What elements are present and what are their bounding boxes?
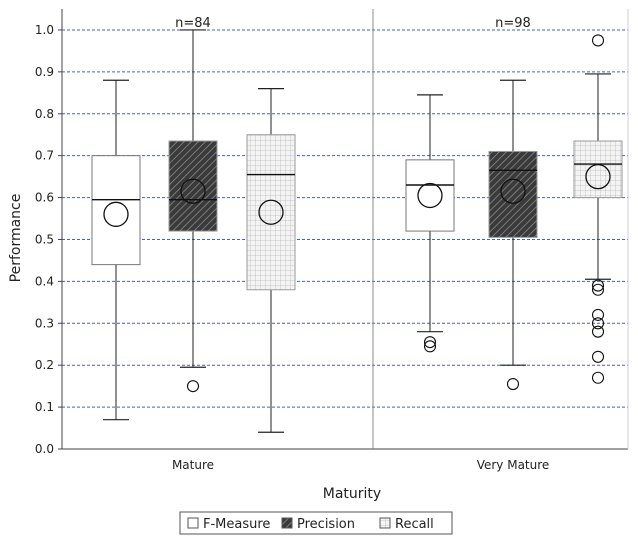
legend-label: Precision: [297, 517, 355, 532]
legend-swatch: [187, 517, 199, 529]
box-f-measure: [405, 94, 455, 353]
mean-marker: [258, 199, 284, 225]
x-category-label: Very Mature: [477, 458, 550, 472]
box-f-measure: [91, 79, 141, 421]
gridlines: [62, 29, 628, 408]
y-tick-label: 0.8: [35, 107, 54, 121]
legend-label: Recall: [395, 517, 434, 532]
box-series: [91, 29, 623, 433]
y-tick-label: 0.7: [35, 149, 54, 163]
outlier-point: [591, 325, 605, 338]
legend: F-Measure Precision Recall: [179, 511, 453, 535]
y-tick-label: 0.1: [35, 400, 54, 414]
mean-marker: [500, 178, 526, 204]
y-tick-label: 0.6: [35, 191, 54, 205]
outlier-point: [591, 350, 605, 363]
box-recall: [246, 88, 296, 433]
box-precision: [488, 79, 538, 391]
legend-item: F-Measure: [187, 517, 270, 532]
box-iqr: [246, 134, 296, 291]
box-iqr: [405, 159, 455, 232]
y-tick-label: 0.9: [35, 65, 54, 79]
outlier-point: [591, 279, 605, 292]
legend-label: F-Measure: [203, 517, 270, 532]
y-tick-label: 0.0: [35, 442, 54, 456]
outlier-point: [423, 340, 437, 353]
y-tick-label: 0.3: [35, 316, 54, 330]
x-category-label: Mature: [172, 458, 214, 472]
y-tick-label: 0.5: [35, 232, 54, 246]
legend-swatch: [281, 517, 293, 529]
outlier-point: [591, 317, 605, 330]
y-tick-label: 1.0: [35, 23, 54, 37]
outlier-point: [506, 377, 520, 391]
box-iqr: [91, 155, 141, 266]
box-iqr: [168, 140, 218, 232]
box-precision: [168, 29, 218, 393]
outlier-point: [591, 371, 605, 384]
outlier-point: [591, 283, 605, 296]
outlier-point: [591, 34, 605, 47]
legend-item: Recall: [379, 517, 434, 532]
box-iqr: [488, 150, 538, 238]
legend-swatch: [379, 517, 391, 529]
plot-frame: [61, 9, 629, 450]
mean-marker: [180, 178, 206, 204]
y-tick-label: 0.4: [35, 274, 54, 288]
mean-marker: [585, 163, 611, 190]
y-axis-label: Performance: [8, 194, 24, 283]
box-recall: [573, 34, 623, 384]
outlier-point: [186, 380, 200, 393]
outlier-point: [423, 336, 437, 349]
x-axis-label: Maturity: [323, 486, 381, 502]
mean-marker: [103, 201, 129, 227]
outlier-point: [591, 308, 605, 321]
sample-size-label: n=98: [495, 16, 531, 31]
sample-size-label: n=84: [175, 16, 211, 31]
y-tick-label: 0.2: [35, 358, 54, 372]
legend-item: Precision: [281, 517, 355, 532]
mean-marker: [417, 182, 443, 209]
axes: 0.0 0.1 0.2 0.3 0.4 0.5 0.6 0.7 0.8 0.9 1.0 n=84 Mat…: [35, 16, 549, 472]
